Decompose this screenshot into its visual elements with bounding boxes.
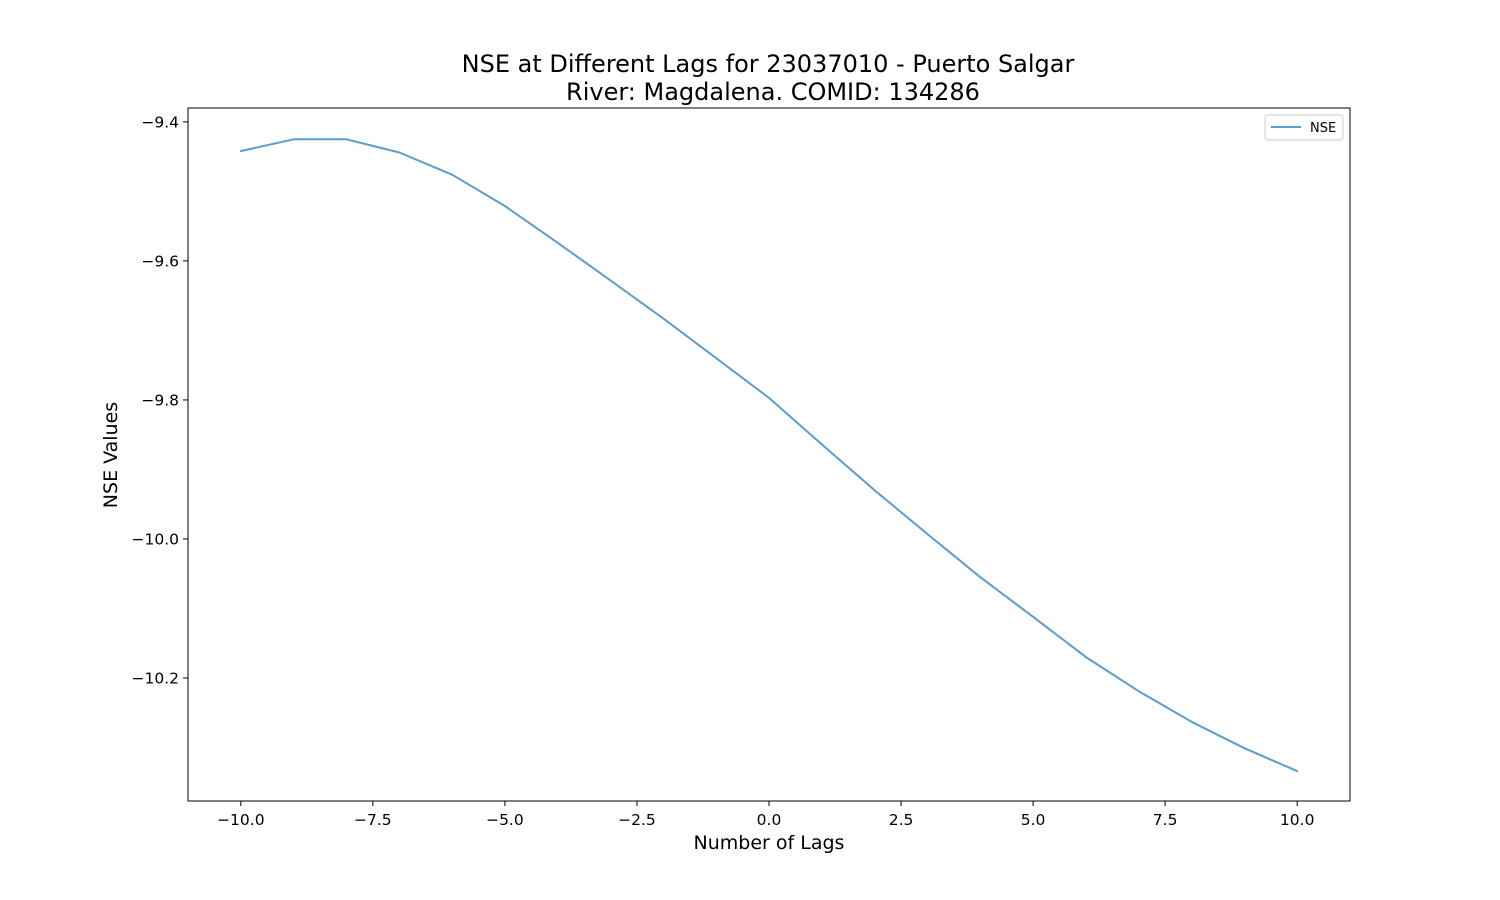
y-tick-label: −10.0 [132, 530, 180, 548]
x-tick-label: 5.0 [1021, 811, 1046, 829]
chart-title: NSE at Different Lags for 23037010 - Pue… [462, 50, 1075, 78]
y-axis: −9.4 −9.6 −9.8 −10.0 −10.2 [132, 113, 188, 687]
x-axis: −10.0 −7.5 −5.0 −2.5 0.0 2.5 5.0 7.5 10.0 [217, 801, 1314, 829]
legend: NSE [1264, 114, 1344, 141]
y-tick-label: −9.8 [141, 391, 179, 409]
legend-box [1264, 114, 1344, 141]
x-tick-label: 0.0 [757, 811, 782, 829]
series-layer [239, 138, 1299, 773]
x-tick-label: −7.5 [354, 811, 392, 829]
x-axis-label: Number of Lags [694, 832, 845, 854]
legend-label: NSE [1310, 121, 1336, 136]
plot-area [188, 108, 1350, 801]
x-tick-label: 7.5 [1153, 811, 1178, 829]
x-tick-label: −10.0 [217, 811, 265, 829]
y-tick-label: −10.2 [132, 669, 180, 687]
x-tick-label: 2.5 [889, 811, 914, 829]
x-tick-label: −5.0 [486, 811, 524, 829]
y-tick-label: −9.4 [141, 113, 179, 131]
y-tick-label: −9.6 [141, 252, 179, 270]
series-line-nse [239, 138, 1299, 773]
y-axis-label: NSE Values [100, 402, 122, 508]
x-tick-label: 10.0 [1280, 811, 1315, 829]
x-tick-label: −2.5 [618, 811, 656, 829]
chart-subtitle: River: Magdalena. COMID: 134286 [566, 78, 980, 106]
